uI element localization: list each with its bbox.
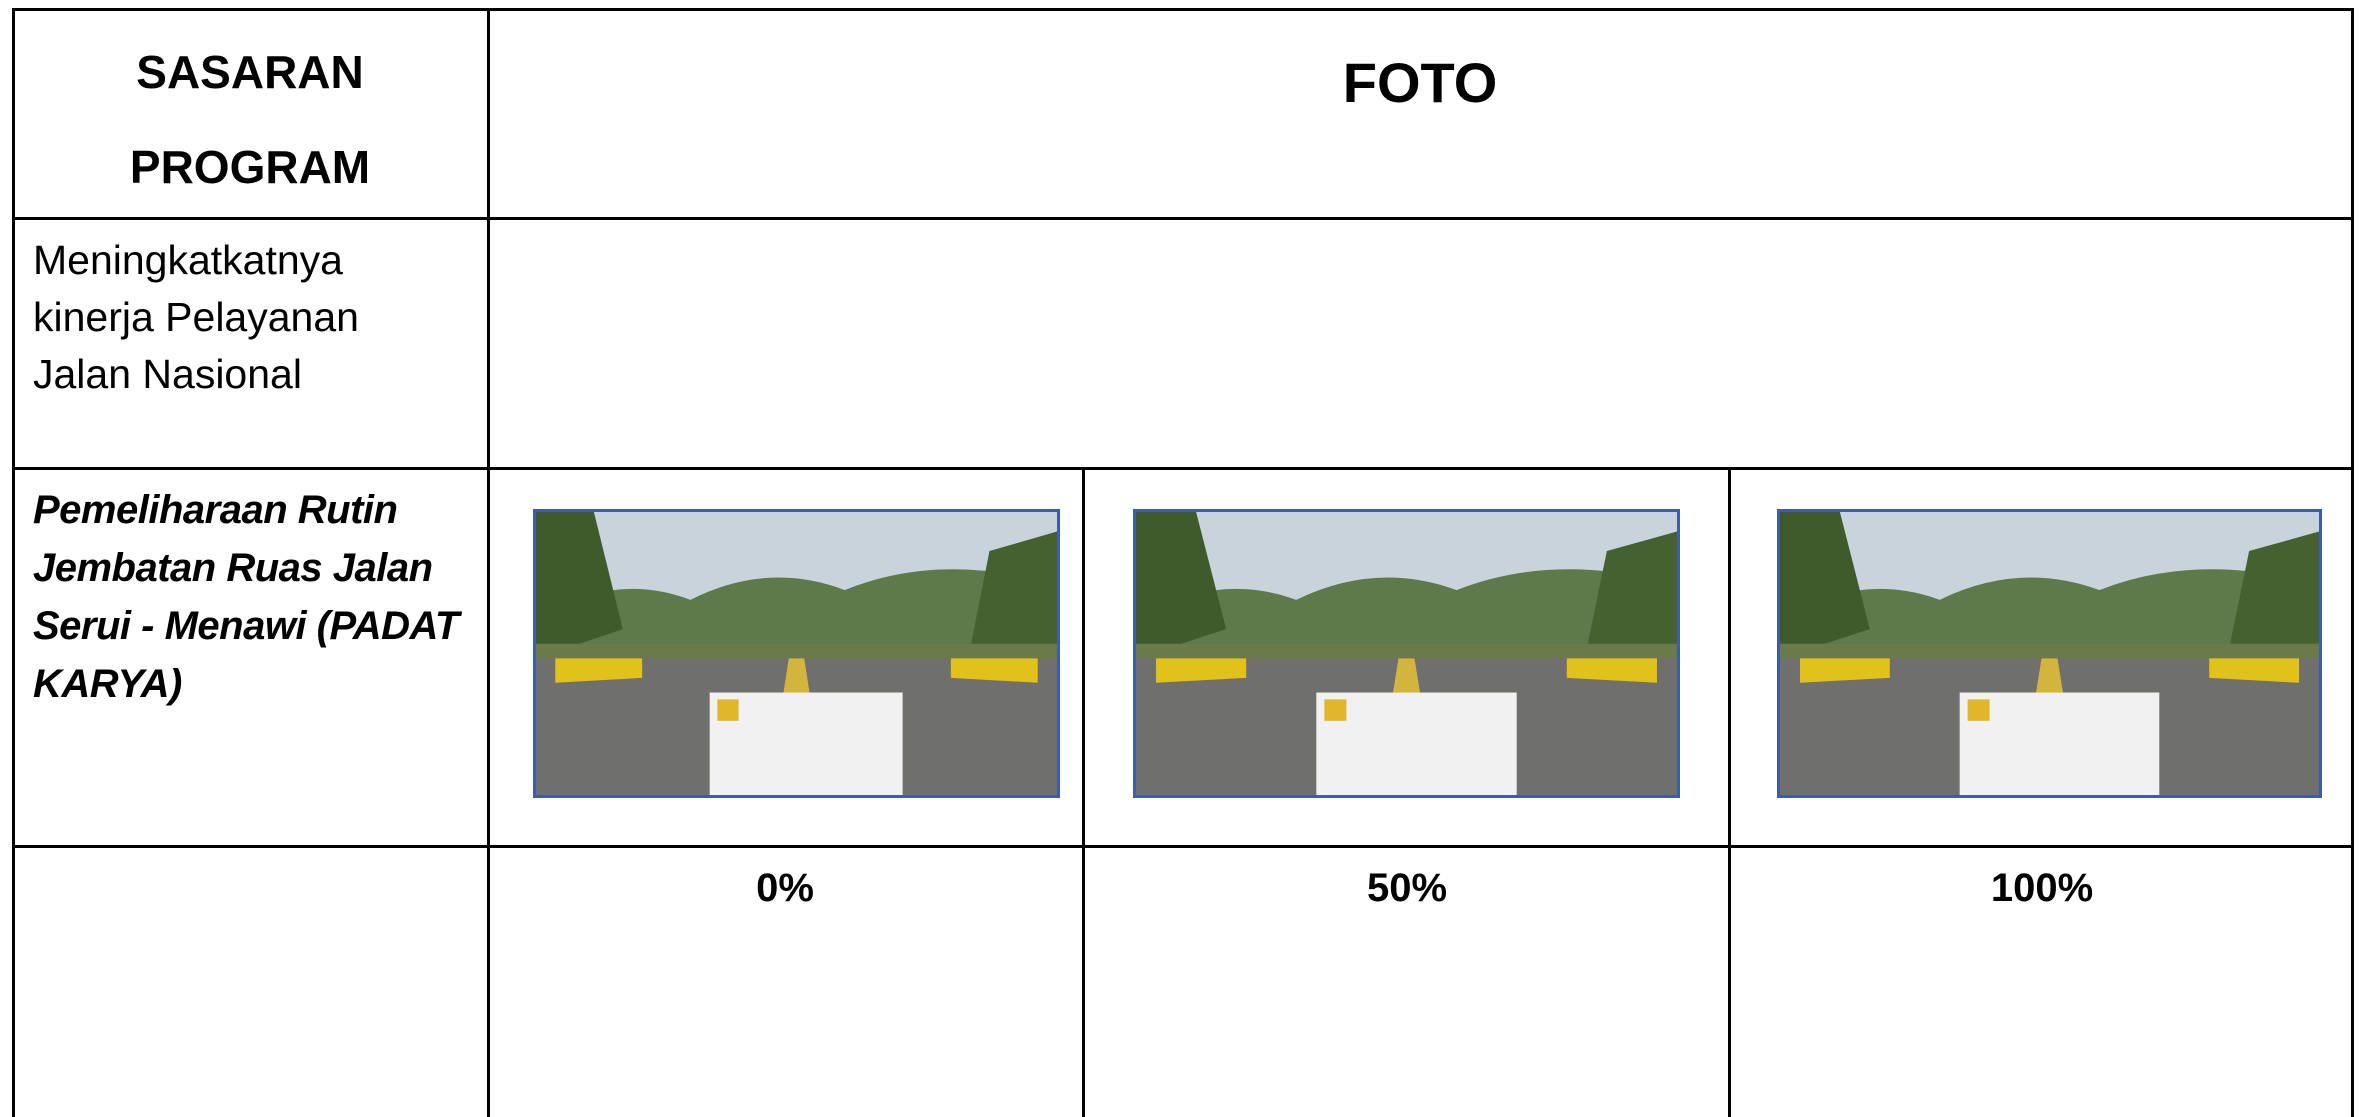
border xyxy=(487,8,490,1117)
border xyxy=(12,8,2354,11)
border xyxy=(12,467,2354,470)
border xyxy=(1082,467,1085,1117)
program-text: kinerja Pelayanan xyxy=(33,294,359,340)
border xyxy=(1728,467,1731,1117)
border xyxy=(12,8,15,1117)
activity-text: Serui - Menawi (PADAT xyxy=(33,604,459,648)
header-label: PROGRAM xyxy=(129,141,371,193)
photo xyxy=(1777,509,2322,798)
progress-label: 0% xyxy=(756,866,814,910)
photo xyxy=(1133,509,1680,798)
header-photo: FOTO xyxy=(1342,51,1498,114)
progress-label: 100% xyxy=(1990,866,2094,910)
program-text: Jalan Nasional xyxy=(33,351,302,397)
border xyxy=(2351,8,2354,1117)
header-label: SASARAN xyxy=(136,46,364,98)
activity-text: Jembatan Ruas Jalan xyxy=(33,546,433,590)
border xyxy=(12,217,2354,220)
activity-text: Pemeliharaan Rutin xyxy=(33,488,398,532)
progress-label: 50% xyxy=(1366,866,1448,910)
photo xyxy=(533,509,1060,798)
program-text: Meningkatkatnya xyxy=(33,237,343,283)
border xyxy=(12,845,2354,848)
activity-text: KARYA) xyxy=(33,662,182,706)
